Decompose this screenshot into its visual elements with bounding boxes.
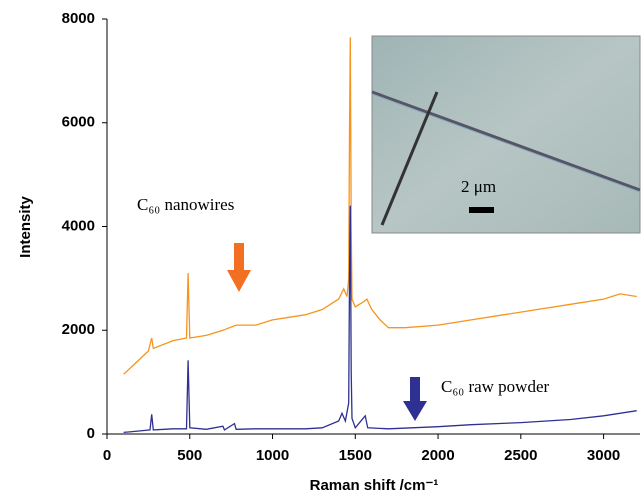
x-axis-label: Raman shift /cm⁻¹ bbox=[310, 477, 439, 494]
scale-label: 2 μm bbox=[461, 177, 496, 196]
series-line bbox=[123, 37, 637, 375]
x-tick-label: 3000 bbox=[587, 447, 620, 464]
y-tick-label: 4000 bbox=[62, 217, 95, 234]
x-tick-label: 2000 bbox=[421, 447, 454, 464]
arrow bbox=[403, 377, 427, 421]
x-tick-label: 1000 bbox=[256, 447, 289, 464]
y-tick-label: 0 bbox=[87, 425, 95, 442]
wire-edge bbox=[371, 93, 641, 193]
y-tick-label: 6000 bbox=[62, 114, 95, 131]
wire bbox=[371, 90, 641, 192]
scale-bar bbox=[469, 207, 494, 213]
x-tick-label: 2500 bbox=[504, 447, 537, 464]
wire bbox=[380, 91, 439, 226]
x-tick-label: 1500 bbox=[339, 447, 372, 464]
series-line bbox=[123, 205, 637, 434]
series-label: C₆₀ raw powder bbox=[441, 377, 549, 396]
x-tick-label: 0 bbox=[103, 447, 111, 464]
y-tick-label: 2000 bbox=[62, 321, 95, 338]
inset-image: 2 μm bbox=[371, 35, 641, 234]
arrow bbox=[227, 243, 251, 292]
series-label: C₆₀ nanowires bbox=[137, 195, 234, 214]
x-tick-label: 500 bbox=[177, 447, 202, 464]
y-tick-label: 8000 bbox=[62, 10, 95, 27]
inset-frame bbox=[371, 35, 641, 234]
y-axis-label: Intensity bbox=[17, 196, 34, 258]
